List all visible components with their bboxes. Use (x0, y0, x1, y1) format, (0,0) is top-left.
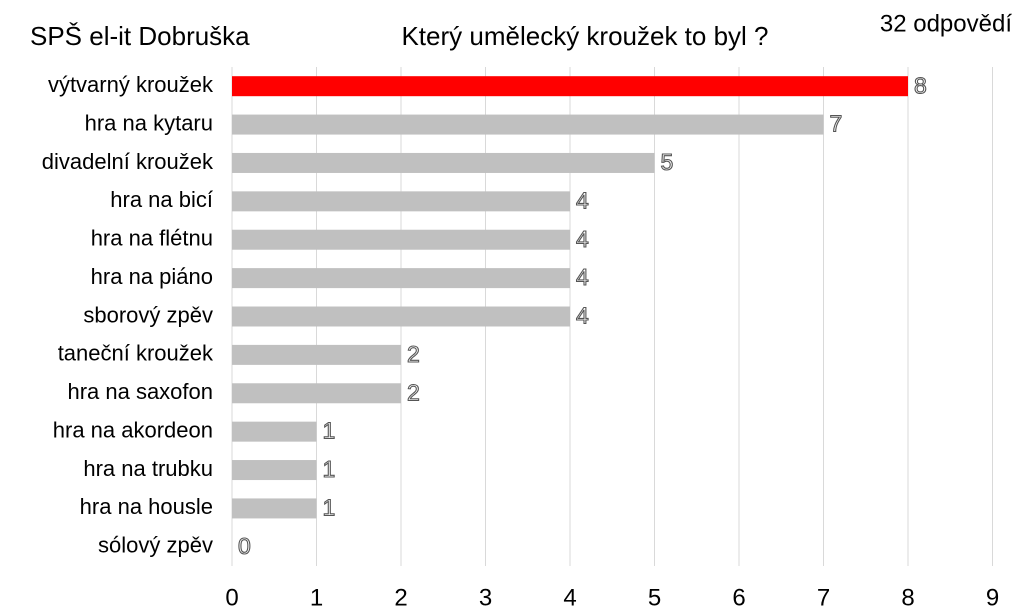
bar (232, 76, 908, 97)
value-label: 1 (323, 456, 336, 482)
chart-title: Který umělecký kroužek to byl ? (401, 21, 768, 51)
value-label: 4 (576, 187, 589, 213)
x-tick-label: 5 (648, 584, 661, 609)
x-tick-label: 1 (310, 584, 323, 609)
bar (232, 152, 655, 173)
bar (232, 268, 570, 289)
value-label: 4 (576, 303, 589, 329)
bar (232, 460, 317, 481)
y-tick-label: hra na saxofon (67, 379, 213, 404)
bar (232, 383, 401, 404)
y-tick-label: hra na piáno (91, 264, 213, 289)
value-label: 5 (661, 149, 674, 175)
bar (232, 421, 317, 442)
y-tick-label: sborový zpěv (83, 302, 213, 327)
x-tick-label: 6 (732, 584, 745, 609)
value-label: 7 (830, 111, 843, 137)
bar (232, 498, 317, 519)
y-tick-label: hra na akordeon (53, 417, 213, 442)
value-label: 1 (323, 418, 336, 444)
y-tick-label: hra na flétnu (91, 226, 213, 251)
x-tick-label: 9 (986, 584, 999, 609)
bar (232, 344, 401, 365)
x-tick-label: 4 (563, 584, 576, 609)
bar (232, 114, 824, 135)
bar (232, 306, 570, 327)
x-tick-label: 2 (394, 584, 407, 609)
bar (232, 191, 570, 212)
value-label: 2 (407, 341, 420, 367)
x-tick-label: 3 (479, 584, 492, 609)
value-label: 4 (576, 264, 589, 290)
y-tick-label: hra na housle (80, 494, 213, 519)
value-label: 2 (407, 379, 420, 405)
y-tick-label: taneční kroužek (58, 341, 214, 366)
bar (232, 229, 570, 250)
y-tick-label: hra na bicí (110, 187, 213, 212)
y-tick-label: divadelní kroužek (42, 149, 214, 174)
value-label: 1 (323, 495, 336, 521)
x-tick-label: 7 (817, 584, 830, 609)
value-label: 4 (576, 226, 589, 252)
value-label: 0 (238, 533, 251, 559)
annotation: 32 odpovědí (880, 10, 1012, 37)
value-label: 8 (914, 72, 927, 98)
y-tick-label: sólový zpěv (98, 533, 213, 558)
y-tick-label: hra na trubku (83, 456, 213, 481)
x-tick-label: 0 (225, 584, 238, 609)
x-tick-label: 8 (901, 584, 914, 609)
chart-subtitle: SPŠ el-it Dobruška (30, 21, 250, 51)
y-tick-label: hra na kytaru (85, 110, 213, 135)
y-tick-label: výtvarný kroužek (48, 72, 214, 97)
